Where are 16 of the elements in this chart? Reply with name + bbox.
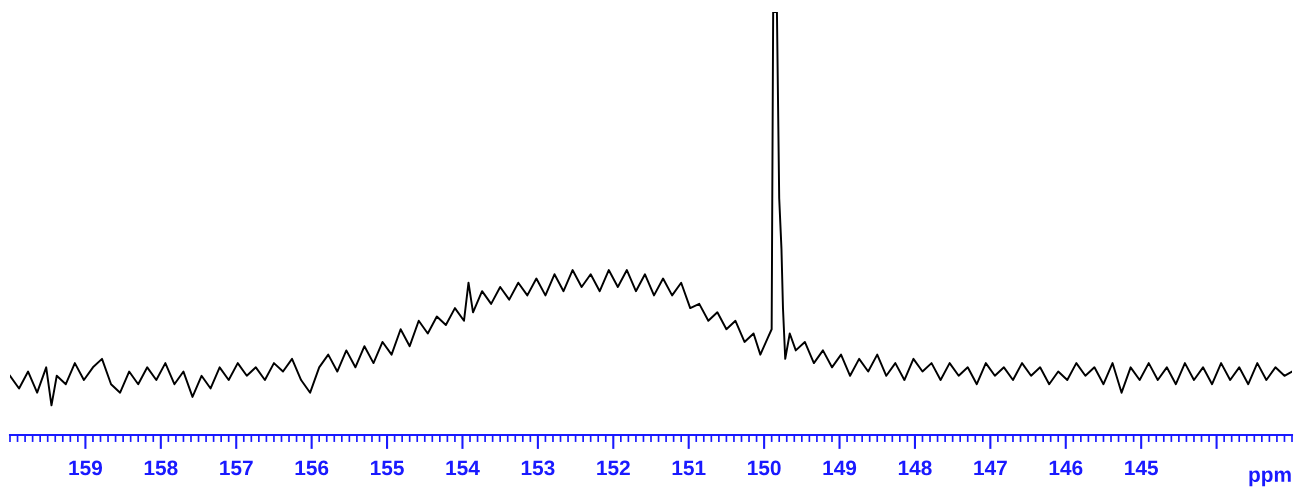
x-axis-title: ppm: [1249, 470, 1291, 487]
x-tick-label: 152: [597, 460, 630, 476]
x-tick-label: 146: [1049, 460, 1083, 476]
x-tick-label: 149: [823, 460, 857, 476]
x-tick-label: 158: [144, 460, 178, 476]
x-tick-label: 154: [446, 460, 480, 476]
x-tick-label: 147: [974, 460, 1007, 476]
x-tick-label: 159: [69, 460, 103, 476]
x-tick-label: 150: [748, 460, 781, 476]
x-tick-label: 148: [898, 460, 932, 476]
x-tick-label: 145: [1125, 460, 1158, 476]
x-tick-label: 155: [370, 460, 404, 476]
x-tick-label: 153: [521, 460, 555, 476]
x-tick-label: 157: [220, 460, 253, 476]
x-tick-label: 151: [672, 460, 706, 476]
x-tick-label: 156: [295, 460, 329, 476]
